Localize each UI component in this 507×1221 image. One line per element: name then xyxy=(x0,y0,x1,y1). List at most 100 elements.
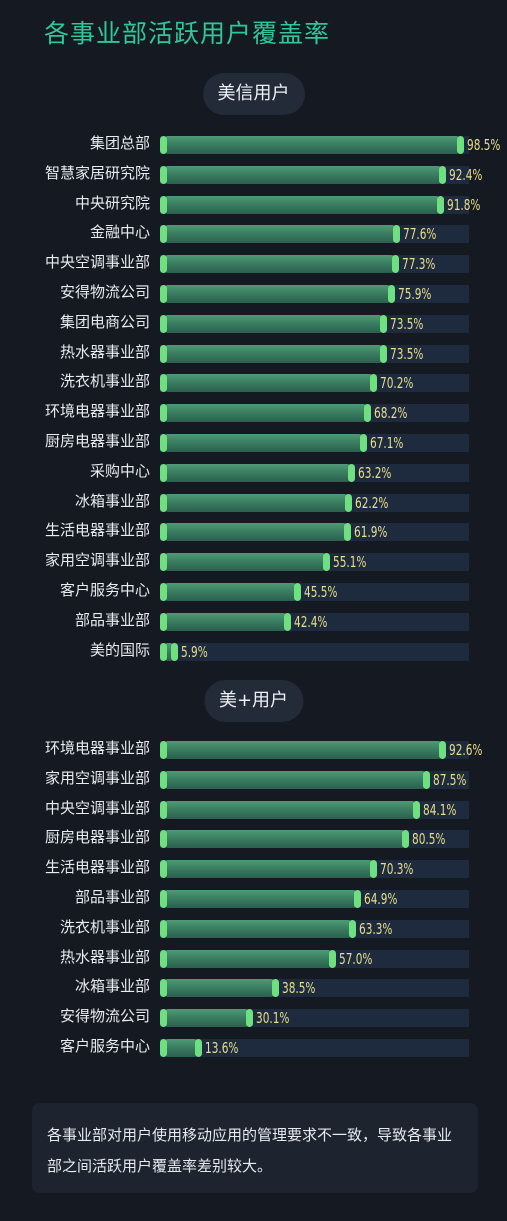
category-label: 洗衣机事业部 xyxy=(59,917,150,936)
bar xyxy=(160,830,409,849)
bar xyxy=(160,860,378,879)
bar xyxy=(160,255,399,274)
bar-start-cap xyxy=(160,583,167,601)
bar-row: 部品事业部 42.4% xyxy=(0,608,507,632)
bar xyxy=(160,642,179,661)
bar xyxy=(160,285,395,303)
category-label: 采购中心 xyxy=(89,461,150,480)
bar-track xyxy=(160,979,469,998)
bar-row: 金融中心 77.6% xyxy=(0,220,507,244)
category-label: 洗衣机事业部 xyxy=(59,372,150,391)
bar-track xyxy=(160,770,469,789)
bar-track xyxy=(160,741,469,759)
bar xyxy=(160,195,444,214)
bar-row: 安得物流公司 75.9% xyxy=(0,280,507,304)
category-label: 美的国际 xyxy=(89,640,150,659)
bar-row: 厨房电器事业部 67.1% xyxy=(0,429,507,453)
value-label: 77.6% xyxy=(402,225,437,244)
bar-end-cap xyxy=(412,800,420,819)
bar-start-cap xyxy=(160,553,167,572)
bar-start-cap xyxy=(160,979,167,998)
value-label: 68.2% xyxy=(373,404,408,423)
bar-start-cap xyxy=(160,374,167,393)
bar-end-cap xyxy=(380,344,388,363)
bar-track xyxy=(160,404,469,423)
bar-row: 中央研究院 91.8% xyxy=(0,191,507,215)
bar-row: 洗衣机事业部 70.2% xyxy=(0,369,507,393)
bar-row: 热水器事业部 57.0% xyxy=(0,945,507,969)
bar xyxy=(160,770,431,789)
bar xyxy=(160,612,292,631)
bar-row: 冰箱事业部 38.5% xyxy=(0,974,507,998)
bar-row: 环境电器事业部 92.6% xyxy=(0,736,507,760)
bar xyxy=(160,463,356,482)
bar-end-cap xyxy=(391,255,399,274)
bar-start-cap xyxy=(160,860,167,879)
bar-end-cap xyxy=(423,770,431,789)
bar-end-cap xyxy=(345,493,353,512)
bar xyxy=(160,741,447,759)
value-label: 62.2% xyxy=(355,493,389,512)
bar-end-cap xyxy=(370,860,378,879)
bar-start-cap xyxy=(160,741,167,759)
bar-end-cap xyxy=(171,642,179,661)
bar-row: 智慧家居研究院 92.4% xyxy=(0,161,507,185)
bar-row: 环境电器事业部 68.2% xyxy=(0,399,507,423)
bar-row: 部品事业部 64.9% xyxy=(0,885,507,909)
bar-start-cap xyxy=(160,1039,167,1057)
bar-track xyxy=(160,1009,469,1028)
bar-end-cap xyxy=(323,553,331,572)
footnote-text: 各事业部对用户使用移动应用的管理要求不一致，导致各事业部之间活跃用户覆盖率差别较… xyxy=(47,1126,453,1175)
bar-start-cap xyxy=(160,919,167,938)
value-label: 98.5% xyxy=(467,136,501,154)
meixin-coverage-bar-chart: 集团总部 98.5% 智慧家居研究院 92.4% 中央研究院 91.8% 金融中心 77.6%… xyxy=(0,131,507,671)
bar-end-cap xyxy=(380,314,388,333)
bar-track xyxy=(160,314,469,333)
bar-start-cap xyxy=(160,314,167,333)
bar-row: 集团电商公司 73.5% xyxy=(0,310,507,334)
bar-end-cap xyxy=(329,949,337,968)
bar-row: 洗衣机事业部 63.3% xyxy=(0,915,507,939)
bar-track xyxy=(160,612,469,631)
value-label: 91.8% xyxy=(446,195,481,214)
bar xyxy=(160,523,352,542)
value-label: 38.5% xyxy=(281,979,316,998)
category-label: 安得物流公司 xyxy=(59,283,150,301)
value-label: 5.9% xyxy=(181,642,208,661)
bar-track xyxy=(160,255,469,274)
bar-end-cap xyxy=(369,374,377,393)
bar xyxy=(160,493,353,512)
category-label: 中央空调事业部 xyxy=(44,798,150,817)
bar-track xyxy=(160,1039,469,1057)
bar xyxy=(160,314,388,333)
bar-track xyxy=(160,344,469,363)
bar-end-cap xyxy=(195,1039,203,1057)
bar-track xyxy=(160,434,469,452)
bar-start-cap xyxy=(160,285,167,303)
bar-end-cap xyxy=(363,404,371,423)
bar-end-cap xyxy=(401,830,409,849)
category-label: 热水器事业部 xyxy=(59,947,150,966)
bar-start-cap xyxy=(160,255,167,274)
bar-end-cap xyxy=(439,741,447,759)
bar-track xyxy=(160,890,469,908)
bar-track xyxy=(160,195,469,214)
value-label: 57.0% xyxy=(339,949,373,968)
bar-track xyxy=(160,136,469,154)
bar-start-cap xyxy=(160,949,167,968)
bar-track xyxy=(160,919,469,938)
bar-start-cap xyxy=(160,136,167,154)
value-label: 67.1% xyxy=(370,434,404,452)
bar-track xyxy=(160,225,469,244)
bar xyxy=(160,919,356,938)
bar xyxy=(160,225,400,244)
bar-start-cap xyxy=(160,830,167,849)
bar-track xyxy=(160,165,469,184)
bar xyxy=(160,1039,203,1057)
bar-start-cap xyxy=(160,612,167,631)
bar xyxy=(160,949,337,968)
bar xyxy=(160,890,361,908)
bar-row: 美的国际 5.9% xyxy=(0,638,507,662)
category-label: 集团总部 xyxy=(89,134,150,152)
bar-end-cap xyxy=(438,165,446,184)
